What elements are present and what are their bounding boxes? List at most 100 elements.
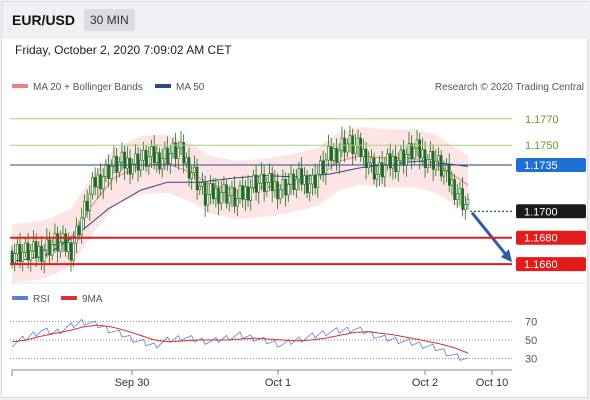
candle-body (217, 187, 220, 204)
candle-body (337, 149, 341, 163)
rsi-legend: RSI 9MA (12, 294, 103, 305)
candle-body (206, 194, 210, 206)
candle-body (284, 179, 287, 196)
candle-body (109, 166, 113, 179)
candle-body (319, 160, 322, 175)
time-axis: Sep 30 Oct 1 Oct 2 Oct 10 (11, 369, 512, 389)
candle-body (364, 148, 368, 168)
candle-body (429, 150, 432, 160)
candle-body (372, 157, 376, 180)
candle-body (388, 153, 392, 169)
candle-body (69, 242, 73, 261)
candle-body (437, 155, 440, 162)
candle-body (254, 174, 258, 193)
candle-body (142, 149, 145, 161)
candle-body (225, 184, 228, 204)
candle-body (48, 239, 51, 256)
candle-body (464, 204, 467, 210)
candle-body (26, 242, 30, 261)
candle-body (101, 176, 105, 190)
candle-body (418, 139, 422, 159)
candle-body (295, 178, 298, 190)
candle-body (399, 149, 403, 162)
candle-body (72, 242, 75, 261)
candle-body (421, 149, 424, 159)
candle-body (321, 160, 325, 174)
candle-body (112, 155, 116, 167)
candle-body (268, 173, 271, 183)
candle-body (300, 168, 303, 185)
candle-body (120, 151, 124, 163)
candle-body (13, 253, 16, 264)
interval-button[interactable]: 30 MIN (84, 9, 135, 31)
forecast-arrow (470, 211, 510, 259)
candle-body (136, 153, 140, 171)
candle-body (75, 225, 78, 244)
candle-body (313, 174, 317, 189)
candle-body (104, 164, 108, 177)
candle-body (198, 185, 202, 191)
rsi-ma-legend-swatch (61, 296, 77, 300)
candle-body (450, 179, 454, 186)
candle-body (155, 152, 159, 164)
candle-body (241, 185, 244, 200)
candle-body (265, 182, 269, 192)
candle-body (445, 164, 448, 171)
candle-body (335, 148, 338, 163)
candle-body (123, 151, 126, 169)
candle-body (407, 143, 411, 155)
level-value-1.1700: 1.1700 (524, 206, 558, 218)
candle-body (80, 217, 84, 236)
candle-body (281, 179, 285, 191)
symbol-label: EUR/USD (12, 12, 76, 28)
candle-body (354, 145, 357, 154)
candle-body (405, 154, 408, 166)
ma20-legend-label: MA 20 + Bollinger Bands (33, 82, 143, 93)
level-value-1.1660: 1.1660 (524, 259, 558, 271)
candle-body (362, 148, 365, 157)
candle-body (219, 192, 223, 204)
candle-body (394, 156, 397, 172)
candle-body (152, 146, 156, 164)
candle-body (402, 149, 405, 166)
candle-body (10, 250, 14, 264)
level-value-1.1735: 1.1735 (524, 160, 558, 172)
ma50-legend-swatch (155, 84, 171, 88)
candle-body (177, 147, 180, 159)
candle-body (370, 157, 373, 164)
candle-body (195, 166, 199, 191)
candle-body (126, 157, 129, 169)
candle-body (163, 147, 167, 159)
candle-body (345, 143, 349, 153)
candle-body (88, 193, 92, 212)
candle-body (209, 183, 212, 195)
candle-body (270, 173, 274, 191)
candle-body (96, 174, 100, 188)
candle-body (21, 251, 25, 262)
rsi-line (11, 318, 469, 361)
candle-body (311, 174, 314, 185)
rsi-tick-50: 50 (525, 335, 537, 347)
candle-body (378, 162, 381, 175)
candle-body (273, 181, 277, 191)
candle-body (386, 153, 389, 166)
candle-body (431, 150, 435, 170)
candle-body (383, 165, 387, 178)
candle-body (117, 161, 121, 173)
level-value-1.1680: 1.1680 (524, 233, 558, 245)
candle-body (252, 174, 255, 188)
level-tag-1.1735 (516, 158, 586, 173)
candle-body (53, 233, 57, 245)
candle-body (24, 242, 27, 253)
level-value-1.1750: 1.1750 (525, 140, 559, 152)
candle-body (340, 137, 344, 151)
rsi-tick-30: 30 (525, 354, 537, 366)
candle-body (453, 179, 456, 201)
candle-body (168, 153, 172, 165)
candle-body (29, 250, 33, 261)
candle-body (134, 153, 137, 165)
candle-body (211, 183, 215, 200)
candle-body (316, 173, 320, 189)
candle-body (236, 198, 239, 207)
